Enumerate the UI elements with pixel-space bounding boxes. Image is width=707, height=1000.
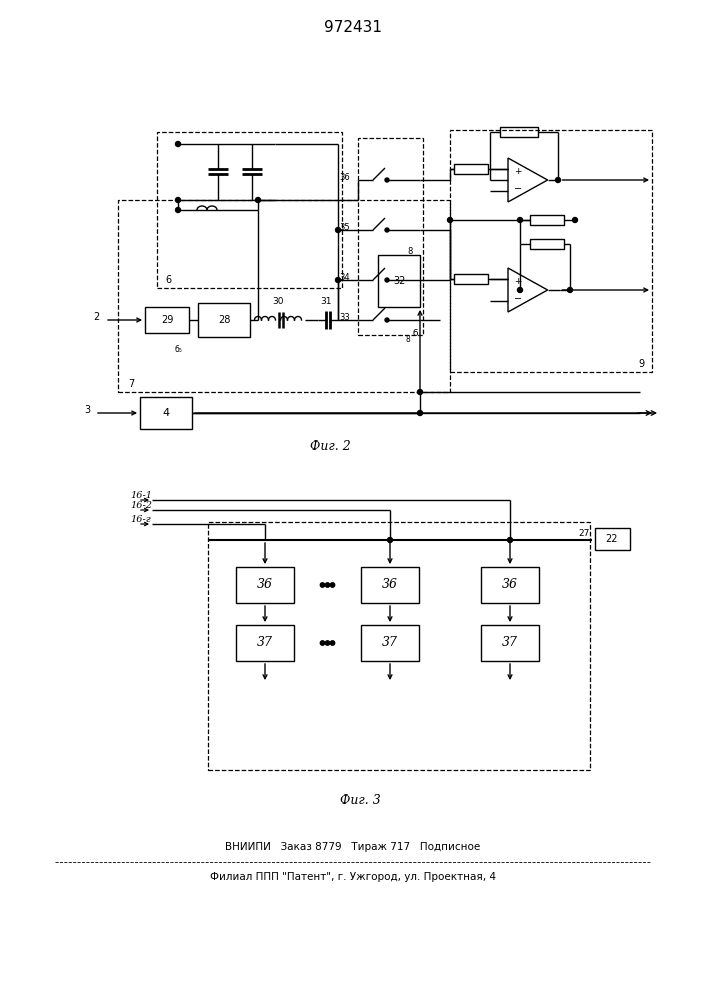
Text: 28: 28 xyxy=(218,315,230,325)
Text: 36: 36 xyxy=(339,172,350,182)
Circle shape xyxy=(387,538,392,542)
Bar xyxy=(481,567,539,603)
Text: Фиг. 3: Фиг. 3 xyxy=(339,794,380,806)
Bar xyxy=(530,239,564,249)
Text: Фиг. 2: Фиг. 2 xyxy=(310,440,351,454)
Circle shape xyxy=(418,389,423,394)
Bar xyxy=(454,274,488,284)
Bar xyxy=(118,200,450,392)
Bar xyxy=(378,255,420,307)
Text: 37: 37 xyxy=(382,637,398,650)
Text: −: − xyxy=(514,184,522,194)
Text: ВНИИПИ   Заказ 8779   Тираж 717   Подписное: ВНИИПИ Заказ 8779 Тираж 717 Подписное xyxy=(226,842,481,852)
Circle shape xyxy=(336,277,341,282)
Text: 2: 2 xyxy=(94,312,100,322)
Circle shape xyxy=(336,228,341,232)
Bar xyxy=(481,625,539,661)
Bar xyxy=(361,567,419,603)
Bar xyxy=(208,522,590,770)
Text: 16-г: 16-г xyxy=(130,514,151,524)
Circle shape xyxy=(175,141,180,146)
Text: Филиал ППП "Патент", г. Ужгород, ул. Проектная, 4: Филиал ППП "Патент", г. Ужгород, ул. Про… xyxy=(210,872,496,882)
Circle shape xyxy=(330,583,334,587)
Circle shape xyxy=(325,583,329,587)
Text: 6: 6 xyxy=(165,275,171,285)
Circle shape xyxy=(385,178,389,182)
Text: 7: 7 xyxy=(128,379,134,389)
Bar xyxy=(595,528,630,550)
Text: 27: 27 xyxy=(578,530,590,538)
Bar xyxy=(358,138,423,335)
Circle shape xyxy=(255,198,260,202)
Text: 30: 30 xyxy=(272,298,284,306)
Bar xyxy=(454,164,488,174)
Bar xyxy=(500,127,538,137)
Text: 29: 29 xyxy=(160,315,173,325)
Text: +: + xyxy=(514,277,522,286)
Circle shape xyxy=(385,228,389,232)
Text: −: − xyxy=(514,294,522,304)
Circle shape xyxy=(320,641,325,645)
Text: 22: 22 xyxy=(606,534,618,544)
Bar xyxy=(198,303,250,337)
Circle shape xyxy=(508,538,513,542)
Circle shape xyxy=(418,410,423,416)
Text: 34: 34 xyxy=(339,272,350,282)
Text: 36: 36 xyxy=(257,578,273,591)
Text: 9: 9 xyxy=(638,359,644,369)
Circle shape xyxy=(568,288,573,292)
Circle shape xyxy=(325,641,329,645)
Text: 8: 8 xyxy=(407,247,413,256)
Circle shape xyxy=(330,641,334,645)
Text: 3: 3 xyxy=(84,405,90,415)
Text: б₅: б₅ xyxy=(174,344,182,354)
Bar xyxy=(157,132,342,288)
Text: 37: 37 xyxy=(257,637,273,650)
Bar xyxy=(140,397,192,429)
Bar xyxy=(361,625,419,661)
Circle shape xyxy=(385,318,389,322)
Circle shape xyxy=(518,288,522,292)
Text: 8: 8 xyxy=(406,334,410,344)
Text: 972431: 972431 xyxy=(324,20,382,35)
Text: 36: 36 xyxy=(382,578,398,591)
Circle shape xyxy=(175,208,180,213)
Bar xyxy=(236,567,294,603)
Text: 36: 36 xyxy=(502,578,518,591)
Text: 31: 31 xyxy=(320,298,332,306)
Circle shape xyxy=(175,198,180,202)
Circle shape xyxy=(385,278,389,282)
Bar xyxy=(530,215,564,225)
Text: 37: 37 xyxy=(502,637,518,650)
Text: +: + xyxy=(514,167,522,176)
Circle shape xyxy=(518,218,522,223)
Text: 33: 33 xyxy=(339,312,350,322)
Text: 4: 4 xyxy=(163,408,170,418)
Bar xyxy=(450,130,652,372)
Circle shape xyxy=(573,218,578,223)
Bar xyxy=(145,307,189,333)
Text: б: б xyxy=(412,328,418,338)
Circle shape xyxy=(448,218,452,223)
Text: 32: 32 xyxy=(393,276,405,286)
Circle shape xyxy=(556,178,561,182)
Text: 16-2: 16-2 xyxy=(130,500,152,510)
Text: 16-1: 16-1 xyxy=(130,490,152,499)
Bar xyxy=(236,625,294,661)
Circle shape xyxy=(320,583,325,587)
Text: 35: 35 xyxy=(339,223,350,232)
